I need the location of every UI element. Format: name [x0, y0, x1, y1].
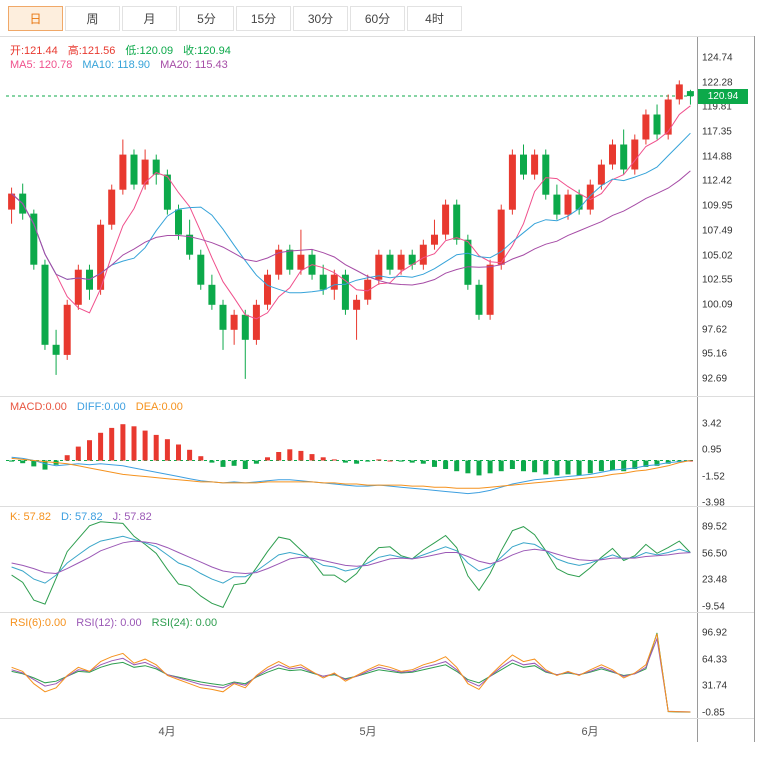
readout-token: RSI(12): 0.00	[76, 617, 142, 629]
panel-separator	[0, 396, 754, 397]
y-tick-label: 107.49	[702, 225, 733, 237]
y-tick-label: 119.81	[702, 101, 732, 113]
y-tick-label: 3.42	[702, 418, 722, 430]
readout-token: 开:121.44	[10, 45, 58, 57]
readout-token: J: 57.82	[112, 511, 152, 523]
y-tick-label: 109.95	[702, 200, 733, 212]
y-tick-label: 23.48	[702, 574, 728, 586]
timeframe-tab-15分[interactable]: 15分	[236, 5, 291, 31]
y-tick-label: -1.52	[702, 471, 725, 483]
readout-token: MACD:0.00	[10, 401, 67, 413]
y-tick-label: 31.74	[702, 680, 728, 692]
y-tick-label: 89.52	[702, 521, 728, 533]
right-border-line	[754, 36, 755, 742]
kdj-chart	[11, 521, 691, 609]
y-tick-label: -0.85	[702, 707, 725, 719]
timeframe-tab-4时[interactable]: 4时	[407, 5, 462, 31]
candlestick-chart	[6, 80, 696, 379]
macd-readout: MACD:0.00 DIFF:0.00 DEA:0.00	[10, 401, 193, 413]
macd-panel: MACD:0.00 DIFF:0.00 DEA:0.00	[0, 396, 697, 506]
kdj-readout: K: 57.82 D: 57.82 J: 57.82	[10, 511, 162, 523]
y-tick-label: 102.55	[702, 274, 733, 286]
readout-token: DEA:0.00	[135, 401, 183, 413]
timeframe-tab-60分[interactable]: 60分	[350, 5, 405, 31]
ohlc-readout: 开:121.44 高:121.56 低:120.09 收:120.94	[10, 42, 241, 58]
y-tick-label: 64.33	[702, 654, 728, 666]
x-tick-label: 4月	[158, 726, 176, 738]
y-tick-label: -3.98	[702, 497, 725, 509]
timeframe-tab-5分[interactable]: 5分	[179, 5, 234, 31]
y-tick-label: 92.69	[702, 373, 728, 385]
main-price-panel: 开:121.44 高:121.56 低:120.09 收:120.94 MA5: 12…	[0, 36, 697, 396]
timeframe-toolbar: 日周月 5分 15分 30分 60分 4时	[0, 0, 768, 36]
timeframe-tab-周[interactable]: 周	[65, 5, 120, 31]
panel-separator	[0, 718, 754, 719]
y-tick-label: 117.35	[702, 126, 732, 138]
readout-token: K: 57.82	[10, 511, 51, 523]
panel-separator	[0, 612, 754, 613]
rsi-panel: RSI(6):0.00 RSI(12): 0.00 RSI(24): 0.00	[0, 612, 697, 718]
y-tick-label: 124.74	[702, 52, 733, 64]
y-tick-label: 122.28	[702, 77, 733, 89]
y-tick-label: 114.88	[702, 151, 732, 163]
y-tick-label: 105.02	[702, 250, 733, 261]
y-tick-label: -9.54	[702, 601, 725, 613]
axis-divider-line	[697, 36, 698, 742]
readout-token: RSI(6):0.00	[10, 617, 67, 629]
y-tick-label: 56.50	[702, 548, 728, 560]
timeframe-tab-月[interactable]: 月	[122, 5, 177, 31]
readout-token: 低:120.09	[125, 45, 174, 57]
y-tick-label: 100.09	[702, 299, 733, 311]
timeframe-tab-30分[interactable]: 30分	[293, 5, 348, 31]
readout-token: MA10: 118.90	[82, 59, 151, 71]
y-tick-label: 95.16	[702, 348, 728, 360]
macd-chart	[6, 424, 696, 495]
readout-token: D: 57.82	[60, 511, 103, 523]
readout-token: MA20: 115.43	[160, 59, 228, 71]
readout-token: MA5: 120.78	[10, 59, 73, 71]
toolbar-separator	[0, 36, 754, 37]
rsi-chart	[11, 632, 691, 713]
readout-token: 高:121.56	[67, 45, 116, 57]
y-tick-label: 112.42	[702, 175, 732, 187]
rsi-readout: RSI(6):0.00 RSI(12): 0.00 RSI(24): 0.00	[10, 617, 227, 629]
kdj-panel: K: 57.82 D: 57.82 J: 57.82	[0, 506, 697, 612]
x-tick-label: 6月	[581, 726, 599, 738]
y-tick-label: 97.62	[702, 324, 728, 336]
y-tick-label: 0.95	[702, 444, 722, 456]
x-axis: 4月 5月 6月	[0, 718, 697, 742]
y-axis-labels: 124.74 122.28 119.81 117.35 114.88 112.42 109.…	[697, 0, 757, 742]
readout-token: 收:120.94	[183, 45, 231, 57]
readout-token: DIFF:0.00	[76, 401, 126, 413]
timeframe-tab-日[interactable]: 日	[8, 5, 63, 31]
y-tick-label: 96.92	[702, 627, 728, 639]
x-tick-label: 5月	[359, 726, 377, 738]
ma-readout: MA5: 120.78 MA10: 118.90 MA20: 115.43	[10, 59, 238, 71]
readout-token: RSI(24): 0.00	[151, 617, 218, 629]
panel-separator	[0, 506, 754, 507]
last-price-tag: 120.94	[698, 89, 748, 104]
